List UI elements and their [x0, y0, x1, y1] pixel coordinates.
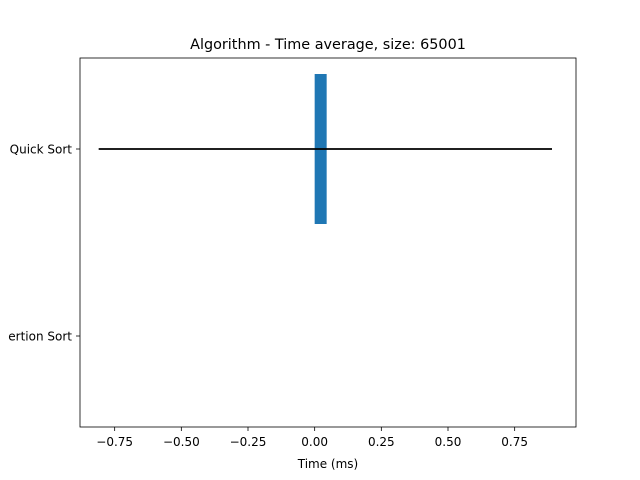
x-tick-label-4: 0.25 — [368, 435, 395, 449]
x-tick-label-3: 0.00 — [301, 435, 328, 449]
chart-title: Algorithm - Time average, size: 65001 — [190, 37, 466, 53]
x-axis-label: Time (ms) — [297, 457, 359, 471]
x-tick-label-0: −0.75 — [96, 435, 133, 449]
y-axis-ticks: Quick Sort ertion Sort — [8, 143, 80, 344]
x-tick-label-6: 0.75 — [501, 435, 528, 449]
x-tick-label-2: −0.25 — [230, 435, 267, 449]
y-tick-label-0: Quick Sort — [10, 143, 73, 157]
x-axis-ticks: −0.75 −0.50 −0.25 0.00 0.25 0.50 0.75 — [96, 427, 528, 449]
y-tick-label-1: ertion Sort — [8, 330, 72, 344]
x-tick-label-5: 0.50 — [435, 435, 462, 449]
x-tick-label-1: −0.50 — [163, 435, 200, 449]
plot-area-frame — [79, 57, 577, 428]
